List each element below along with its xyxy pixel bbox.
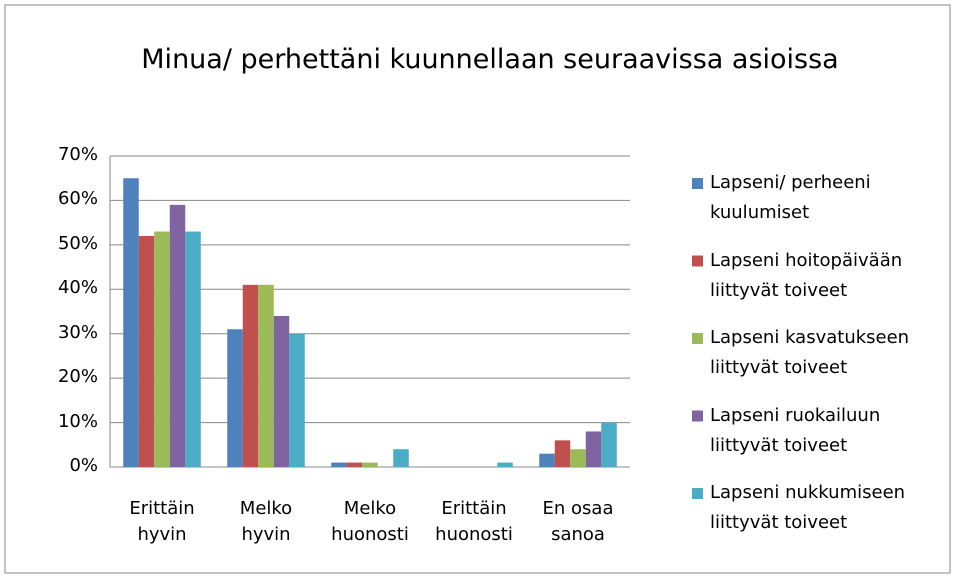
bar <box>273 315 290 467</box>
y-tick-label: 30% <box>57 321 98 343</box>
x-tick-label: Melko hyvin <box>239 498 293 545</box>
bar <box>242 284 259 467</box>
y-tick-label: 20% <box>57 366 98 388</box>
y-tick-label: 60% <box>57 188 98 210</box>
legend-label: Lapseni hoitopäivään liittyvät toiveet <box>710 249 903 301</box>
bar <box>289 333 305 467</box>
legend-label: Lapseni nukkumiseen liittyvät toiveet <box>710 482 906 533</box>
legend-swatch <box>692 410 703 422</box>
y-tick-label: 40% <box>57 277 98 299</box>
bar <box>362 462 378 467</box>
bar <box>138 235 155 467</box>
legend-swatch <box>692 488 703 499</box>
chart-title: Minua/ perhettäni kuunnellaan seuraaviss… <box>141 44 839 75</box>
y-tick-label: 70% <box>57 144 98 165</box>
bar <box>258 284 274 467</box>
x-tick-label: Erittäin hyvin <box>129 498 195 545</box>
y-tick-label: 10% <box>57 410 98 432</box>
legend-label: Lapseni ruokailuun liittyvät toiveet <box>710 404 881 456</box>
x-tick-label: Erittäin huonosti <box>435 498 513 545</box>
bar <box>393 449 409 467</box>
bar <box>346 462 363 467</box>
bar <box>570 449 586 467</box>
legend-swatch <box>692 255 703 267</box>
y-tick-label: 0% <box>69 455 98 476</box>
legend-swatch <box>692 178 703 189</box>
legend-label: Lapseni/ perheeni kuulumiset <box>710 172 871 223</box>
bar <box>539 453 555 467</box>
bar <box>227 329 243 467</box>
bar <box>601 422 617 467</box>
bar <box>185 231 201 467</box>
bar <box>123 178 139 467</box>
bar <box>585 431 602 467</box>
x-tick-label: En osaa sanoa <box>542 498 614 545</box>
bar <box>169 204 186 467</box>
legend-swatch <box>692 333 703 344</box>
bar <box>554 440 571 467</box>
x-tick-label: Melko huonosti <box>331 498 409 545</box>
bar <box>497 462 513 467</box>
bar <box>154 231 170 467</box>
legend-label: Lapseni kasvatukseen liittyvät toiveet <box>710 327 910 378</box>
y-tick-label: 50% <box>57 232 98 254</box>
bar <box>331 462 347 467</box>
